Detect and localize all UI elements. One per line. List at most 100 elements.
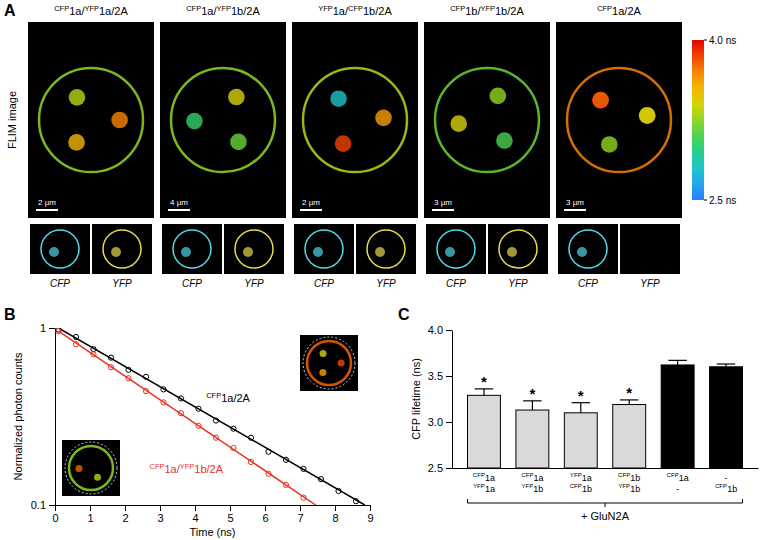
- channel-cluster: [445, 247, 455, 257]
- superscript: YFP: [570, 471, 582, 478]
- text-part: 2A: [627, 5, 641, 17]
- superscript: CFP: [521, 471, 533, 478]
- text-part: 1b: [630, 473, 640, 483]
- tick: 3.0: [428, 416, 452, 428]
- tick-mark: [125, 505, 126, 511]
- inset-image: [300, 335, 358, 391]
- superscript: CFP: [206, 391, 221, 400]
- text-part: 2A: [210, 463, 224, 475]
- category-label: YFP1b: [618, 482, 640, 494]
- text-part: 1a: [201, 5, 214, 17]
- channel-cell: [569, 230, 607, 268]
- cell-outline: [303, 68, 407, 172]
- tick-mark: [195, 505, 196, 511]
- axis-line: [55, 329, 56, 506]
- channel-cell: [173, 230, 211, 268]
- y-axis-title: Normalized photon counts: [12, 352, 24, 480]
- inset-background: [300, 335, 358, 391]
- superscript: CFP: [667, 471, 679, 478]
- text-part: 1b: [727, 484, 737, 494]
- panel-title: YFP1a/CFP1b/2A: [318, 4, 392, 17]
- inset-image: [62, 440, 120, 496]
- text-part: 1a: [69, 5, 82, 17]
- panel-title: CFP1a/YFP1b/2A: [186, 4, 260, 17]
- text-part: 2A: [246, 5, 260, 17]
- scale-bar-label: 3 µm: [566, 198, 584, 207]
- cell-cluster: [489, 88, 506, 105]
- tick: 3: [157, 505, 163, 524]
- channel-cell: [437, 230, 475, 268]
- y-axis: 0.11: [31, 322, 56, 511]
- text-part: 1b: [533, 484, 543, 494]
- channel-cell: [41, 230, 79, 268]
- tick-mark: [300, 505, 301, 511]
- text-part: 1b: [194, 463, 206, 475]
- cell-outline: [435, 68, 539, 172]
- scale-bar-label: 2 µm: [38, 198, 56, 207]
- flim-image: [160, 22, 286, 218]
- channel-image: [488, 224, 548, 274]
- cell-cluster: [496, 132, 513, 149]
- colorbar-label: 4.0 ns: [709, 35, 736, 46]
- cell-cluster: [639, 107, 656, 124]
- scale-bar-label: 2 µm: [302, 198, 320, 207]
- cell-cluster: [228, 89, 245, 106]
- tick: 0: [52, 505, 58, 524]
- superscript: CFP: [150, 462, 165, 471]
- category-label: CFP1b: [715, 482, 737, 494]
- tick-label: 3.0: [428, 416, 443, 428]
- tick-label: 5: [227, 512, 233, 524]
- text-part: 1b: [495, 5, 507, 17]
- inset-background: [62, 440, 120, 496]
- scale-bar-label: 4 µm: [170, 198, 188, 207]
- cell-outline: [39, 68, 143, 172]
- channel-label: YFP: [508, 278, 528, 289]
- tick: 9: [367, 505, 373, 524]
- bar: [661, 365, 694, 468]
- superscript: CFP: [570, 482, 582, 489]
- tick-label: 2.5: [428, 462, 443, 474]
- text-part: -: [676, 484, 679, 494]
- text-part: 1b: [630, 484, 640, 494]
- cell-cluster: [335, 135, 352, 152]
- image-panel: YFP1a/CFP1b/2A 2 µm CFP YFP: [292, 4, 418, 289]
- group-label: + GluN2A: [581, 510, 630, 522]
- tick-mark: [160, 505, 161, 511]
- tick-label: 2: [122, 512, 128, 524]
- colorbar-label: 2.5 ns: [709, 195, 736, 206]
- x-axis: [453, 468, 759, 469]
- tick: 3.5: [428, 370, 452, 382]
- series-label: CFP1a/YFP1b/2A: [150, 462, 224, 475]
- tick-mark: [446, 468, 452, 469]
- significance-marker: *: [578, 387, 584, 404]
- tick: 1: [87, 505, 93, 524]
- cell-cluster: [68, 134, 85, 151]
- category-label: CFP1a: [667, 471, 689, 483]
- channel-label: CFP: [578, 278, 598, 289]
- significance-marker: *: [626, 384, 632, 401]
- cell-cluster: [592, 92, 609, 109]
- superscript: CFP: [618, 471, 630, 478]
- superscript: YFP: [618, 482, 630, 489]
- channel-image: [558, 224, 618, 274]
- colorbar-tick: [704, 40, 707, 41]
- colorbar-tick: [704, 200, 707, 201]
- tick: 6: [262, 505, 268, 524]
- channel-label: CFP: [314, 278, 334, 289]
- category-label: CFP1b: [570, 482, 592, 494]
- flim-image: [292, 22, 418, 218]
- text-part: 1a: [582, 473, 592, 483]
- category-label: YFP1a: [473, 482, 495, 494]
- superscript: YFP: [180, 462, 195, 471]
- tick: 4: [192, 505, 198, 524]
- scale-bar: [168, 209, 190, 211]
- tick-label: 7: [297, 512, 303, 524]
- superscript: YFP: [480, 4, 495, 13]
- superscript: YFP: [318, 4, 333, 13]
- tick-mark: [370, 505, 371, 511]
- tick: 2.5: [428, 462, 452, 474]
- tick: 7: [297, 505, 303, 524]
- scale-bar: [432, 209, 454, 211]
- tick: 5: [227, 505, 233, 524]
- cell-cluster: [320, 350, 327, 357]
